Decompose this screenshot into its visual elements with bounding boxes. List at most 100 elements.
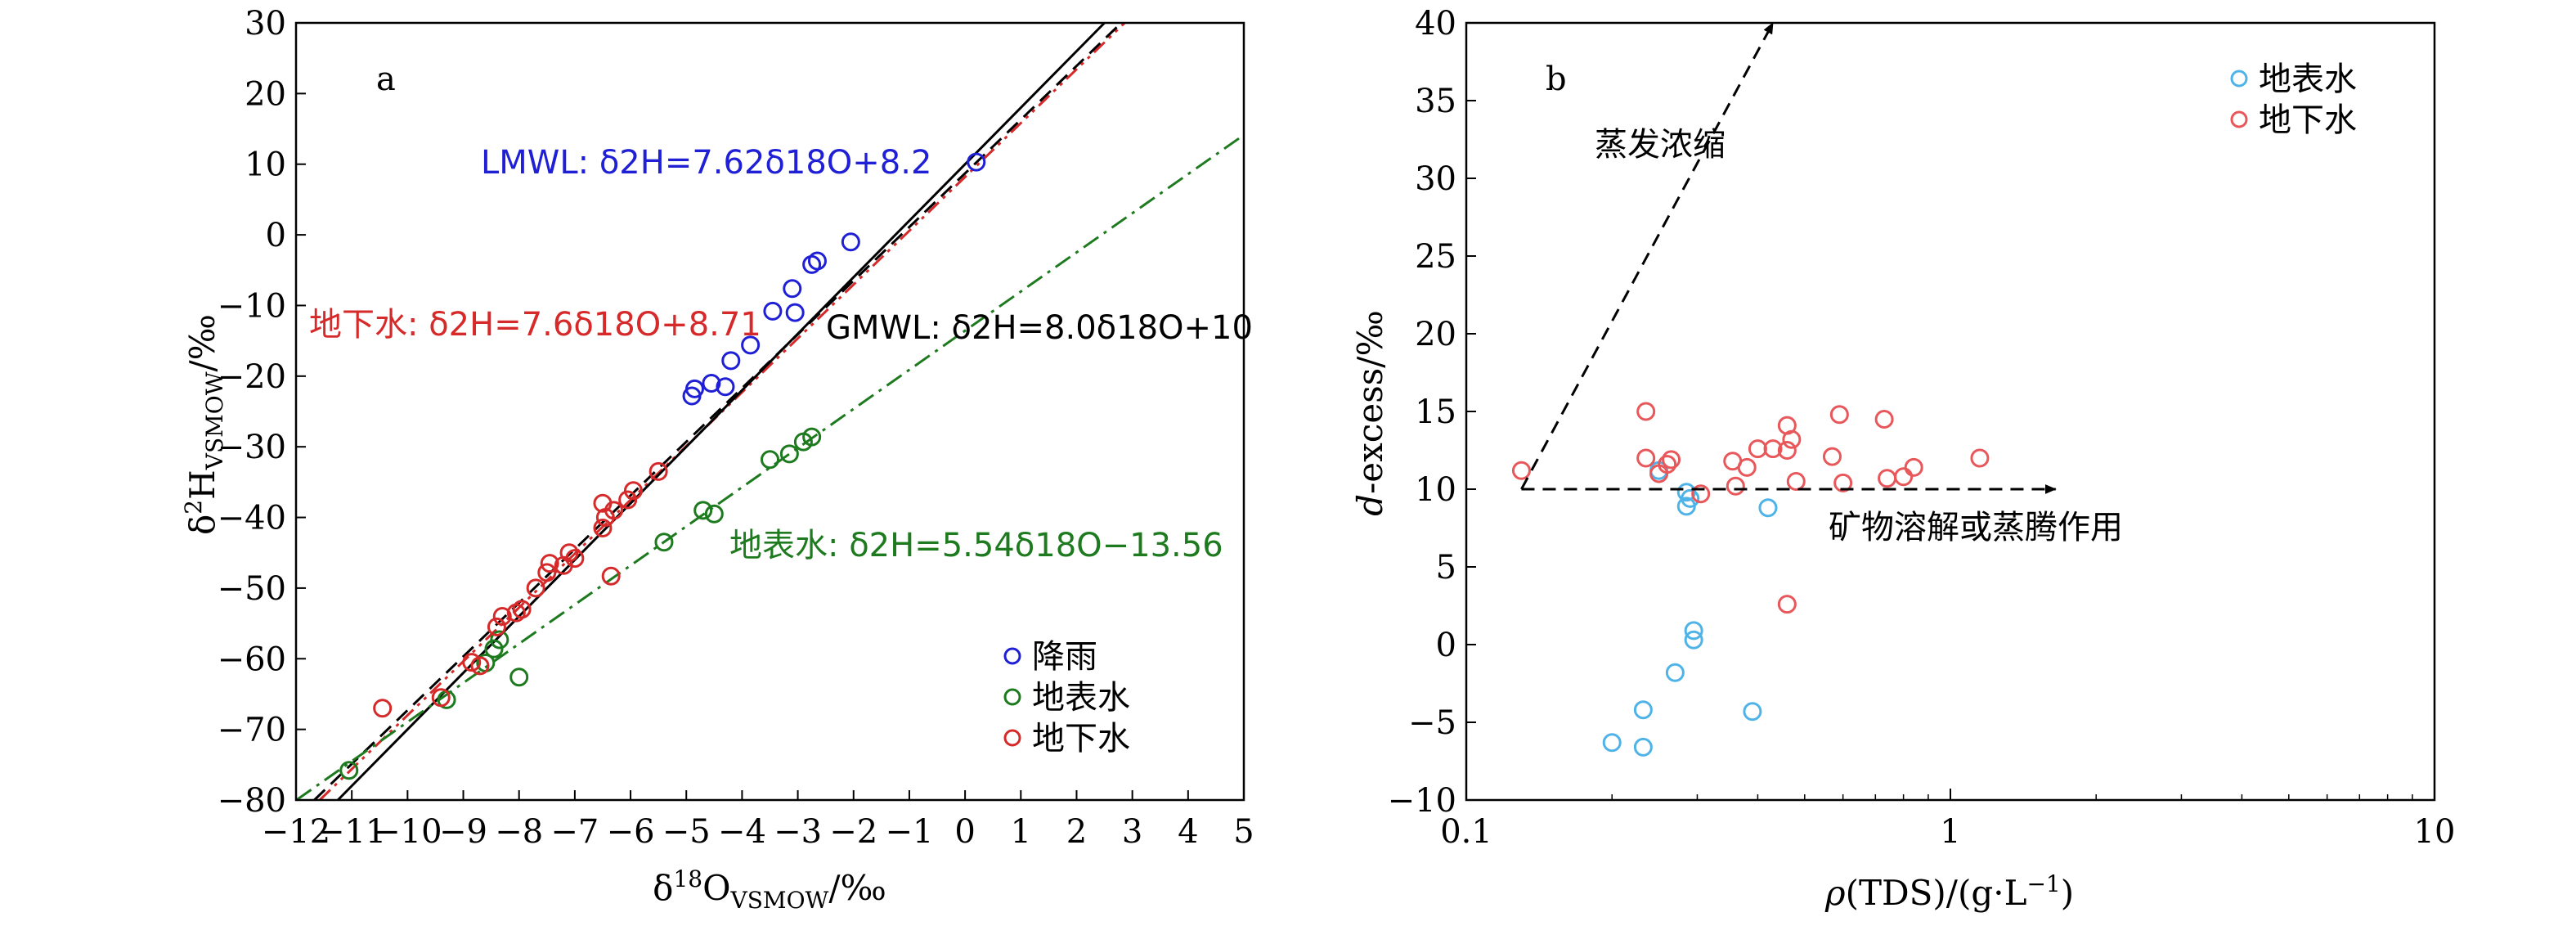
panel-a-x-axis-title: δ18OVSMOW/‰ (653, 865, 886, 914)
y-tick-label: 40 (1415, 5, 1456, 43)
data-point (1737, 457, 1757, 477)
x-tick-label: −8 (495, 813, 543, 851)
data-point (802, 427, 822, 447)
data-point (779, 444, 799, 464)
data-point (841, 232, 860, 252)
regression-line (337, 21, 1106, 802)
x-tick-label: 10 (2414, 813, 2456, 851)
legend-b-groundwater-label: 地下水 (2259, 101, 2357, 139)
data-point (1684, 630, 1703, 650)
data-point (1758, 498, 1778, 518)
data-point (761, 450, 779, 470)
data-point (490, 630, 509, 650)
data-point (339, 761, 359, 780)
data-point (1636, 448, 1656, 468)
panel-b: 0.1 1 10 −10 −5 0 5 10 15 20 25 30 35 40 b 蒸发浓缩 矿物溶解或… (1350, 5, 2455, 913)
panel-a-regression-lines (295, 21, 1245, 802)
panel-b-y-axis-title: d-excess/‰ (1350, 310, 1390, 516)
panel-b-points (1511, 402, 1990, 757)
y-tick-label: −20 (218, 358, 286, 396)
data-point (1777, 595, 1797, 614)
data-point (512, 600, 532, 619)
y-tick-label: 0 (1436, 627, 1456, 664)
legend-surface-water-label: 地表水 (1032, 679, 1130, 717)
y-tick-label: 35 (1415, 83, 1456, 120)
y-tick-label: −70 (218, 712, 286, 749)
data-point (704, 504, 724, 524)
panel-a-plot-frame (294, 21, 1245, 802)
data-point (1636, 402, 1656, 421)
panel-a-points (339, 152, 986, 780)
data-point (540, 554, 559, 573)
data-point (721, 351, 741, 371)
x-tick-label: 4 (1178, 813, 1198, 851)
panel-b-arrows (1520, 22, 2057, 494)
data-point (1691, 484, 1711, 504)
surface-water-line-label: 地表水: δ2H=5.54δ18O−13.56 (729, 527, 1223, 564)
legend-rain-marker (1003, 647, 1021, 665)
x-tick-label: 2 (1066, 813, 1087, 851)
evaporation-label: 蒸发浓缩 (1595, 126, 1726, 164)
y-tick-label: 15 (1415, 393, 1456, 431)
data-point (1676, 483, 1696, 502)
dissolution-label: 矿物溶解或蒸腾作用 (1829, 509, 2123, 546)
data-point (462, 653, 482, 672)
y-tick-label: −40 (218, 500, 286, 537)
legend-b-groundwater-marker (2230, 110, 2248, 128)
y-tick-label: 0 (266, 217, 286, 254)
data-point (492, 606, 512, 626)
data-point (1970, 448, 1990, 468)
data-point (537, 563, 557, 582)
data-point (807, 251, 827, 271)
y-tick-label: −10 (1388, 782, 1456, 820)
data-point (601, 566, 621, 586)
data-point (763, 301, 783, 321)
x-tick-label: −3 (774, 813, 822, 851)
data-point (1904, 457, 1923, 477)
data-point (1782, 429, 1802, 449)
y-tick-label: −5 (1408, 704, 1456, 742)
data-point (1878, 469, 1897, 488)
x-tick-label: −6 (607, 813, 655, 851)
data-point (1684, 621, 1703, 641)
y-tick-label: 25 (1415, 238, 1456, 276)
y-tick-label: −80 (218, 782, 286, 820)
data-point (593, 519, 613, 537)
x-tick-label: −4 (718, 813, 766, 851)
legend-b-surface-water-marker (2230, 70, 2248, 88)
panel-b-x-axis-title: ρ(TDS)/(g·L−1) (1824, 870, 2074, 913)
data-point (1874, 410, 1894, 429)
data-point (373, 699, 393, 718)
data-point (1511, 461, 1531, 480)
y-tick-label: 10 (245, 146, 286, 184)
data-point (741, 335, 761, 355)
data-point (1777, 441, 1797, 460)
data-point (1633, 737, 1653, 757)
data-point (509, 668, 529, 687)
panel-a-y-axis-title: δ2HVSMOW/‰ (180, 314, 228, 535)
data-point (648, 461, 668, 481)
x-tick-label: −10 (373, 813, 442, 851)
x-tick-label: −1 (885, 813, 933, 851)
data-point (1602, 733, 1622, 753)
y-tick-label: −60 (218, 641, 286, 678)
regression-line (313, 21, 1123, 802)
data-point (1665, 663, 1685, 682)
data-point (565, 549, 585, 569)
panel-a: −12−11−10−9 −8 −7 −6 −5 −4 −3 −2 −1 0 1 2 3 4 5−80−70−… (180, 5, 1254, 914)
data-point (716, 377, 735, 397)
y-tick-label: −10 (218, 287, 286, 325)
panel-a-ticks: −12−11−10−9 −8 −7 −6 −5 −4 −3 −2 −1 0 1 2 3 4 5−80−70−… (218, 5, 1254, 851)
data-point (1822, 447, 1842, 466)
data-point (1786, 472, 1806, 491)
data-point (693, 501, 713, 520)
lmwl-label: LMWL: δ2H=7.62δ18O+8.2 (481, 144, 931, 182)
data-point (618, 490, 638, 510)
data-point (1633, 700, 1653, 720)
x-tick-label: 1 (1011, 813, 1031, 851)
x-tick-label: 1 (1940, 813, 1960, 851)
data-point (1658, 455, 1677, 474)
panel-a-label: a (376, 61, 396, 98)
data-point (604, 501, 624, 520)
legend-groundwater-marker (1003, 729, 1021, 747)
